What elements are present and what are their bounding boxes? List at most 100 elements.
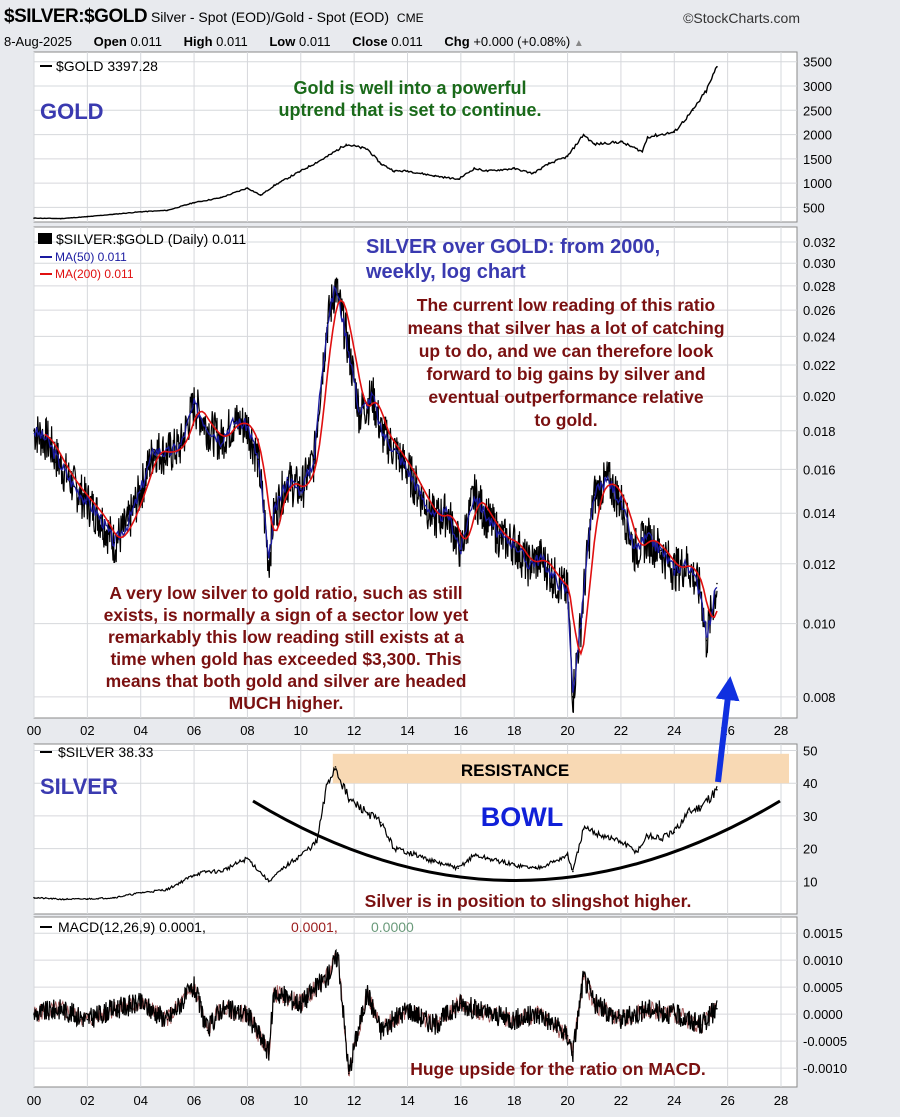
x-tick-label: 26 [720,1093,734,1108]
bowl-label: BOWL [481,802,563,832]
x-tick-label: 02 [80,723,94,738]
ratio-data-point [500,536,502,539]
ma50-legend: MA(50) 0.011 [55,250,127,264]
ratio-data-point [193,403,195,406]
silver-data-point [433,860,435,863]
ratio-annotation-bottom-line: means that both gold and silver are head… [106,671,467,691]
ratio-data-point [139,489,142,492]
open-value: 0.011 [130,34,163,49]
silver-annotation: Silver is in position to slingshot highe… [365,891,692,911]
y-tick-label: 0.014 [803,506,836,521]
macd-data-point [716,1007,718,1010]
macd-data-point [673,1013,676,1015]
macd-data-point [299,1002,302,1005]
x-tick-label: 10 [294,723,308,738]
silver-data-point [646,834,649,837]
silver-data-point [406,851,409,853]
silver-data-point [620,841,622,843]
x-tick-label: 22 [614,723,628,738]
ratio-heading-line: SILVER over GOLD: from 2000, [366,236,660,258]
up-arrow-icon: ▲ [573,38,584,49]
macd-data-point [513,1018,516,1021]
ratio-data-point [553,576,556,579]
silver-data-point [286,864,289,866]
y-tick-label: 0.0000 [803,1007,843,1022]
macd-data-point [700,1024,702,1026]
x-tick-label: 04 [133,1093,147,1108]
gold-data-point [692,109,694,112]
silver-data-point [534,867,537,870]
close-label: Close [352,34,388,49]
silver-data-point [315,841,318,843]
gold-annotation-line: Gold is well into a powerful [293,78,526,98]
quote-bar: 8-Aug-2025 Open 0.011 High 0.011 Low 0.0… [4,34,584,49]
silver-data-point [473,854,475,856]
ratio-data-point [233,420,235,423]
y-tick-label: 2500 [803,103,832,118]
silver-price-line [33,766,718,901]
gold-data-point [705,90,708,92]
macd-data-point [267,1051,270,1053]
symbol: $SILVER:$GOLD [4,6,148,27]
ratio-data-point [705,639,708,642]
silver-data-point [593,831,596,834]
macd-data-point [540,1013,542,1015]
ratio-price-line [33,277,718,713]
ratio-data-point [334,285,337,287]
resistance-label: RESISTANCE [461,761,569,780]
high-value: 0.011 [216,34,248,49]
macd-data-point [353,1045,355,1048]
silver-data-point [513,864,516,866]
x-tick-label: 06 [187,723,201,738]
x-tick-label: 14 [400,1093,414,1108]
x-tick-label: 04 [133,723,147,738]
bowl-curve [252,799,781,882]
macd-data-point [166,1018,169,1021]
gold-data-point [393,170,395,172]
silver-data-point [686,811,689,814]
high-label: High [183,34,213,49]
macd-data-point [582,975,585,978]
macd-data-point [326,975,329,978]
exchange: CME [396,11,424,25]
macd-data-point [86,1018,89,1021]
gold-data-point [113,213,115,216]
gold-data-point [219,196,222,199]
brand-watermark: ©StockCharts.com [683,10,800,26]
macd-data-point [273,991,275,994]
silver-data-point [566,854,569,856]
x-tick-label: 06 [187,1093,201,1108]
x-tick-label: 18 [507,1093,521,1108]
ma200-legend: MA(200) 0.011 [55,267,134,281]
ratio-data-point [33,429,35,432]
ratio-data-point [572,696,574,698]
panel-macd [33,916,798,1088]
ratio-data-point [513,541,516,544]
macd-data-point [366,991,369,994]
gold-data-point [259,194,262,197]
ratio-data-point [406,468,409,471]
ratio-data-point [179,444,182,447]
silver-data-point [139,891,142,894]
ratio-data-point [113,541,115,544]
gold-data-point [380,162,382,165]
macd-legend-signal: 0.0001, [291,919,338,935]
macd-data-point [193,986,195,988]
x-tick-label: 20 [560,723,574,738]
ratio-data-point [299,489,302,492]
gold-price-line [33,66,718,220]
y-tick-label: 0.030 [803,256,836,271]
ratio-annotation-top-line: means that silver has a lot of catching [407,318,724,338]
ratio-data-point [313,458,315,461]
chg-value: +0.000 (+0.08%) [473,34,571,49]
ratio-data-point [86,500,89,503]
open-label: Open [93,34,127,49]
gold-data-point [646,136,649,138]
ratio-data-point [433,517,435,519]
silver-legend: $SILVER 38.33 [58,744,154,760]
resistance-band [332,753,789,784]
ratio-legend-swatch [38,233,52,244]
chg-label: Chg [444,34,470,49]
macd-data-point [406,1007,409,1010]
